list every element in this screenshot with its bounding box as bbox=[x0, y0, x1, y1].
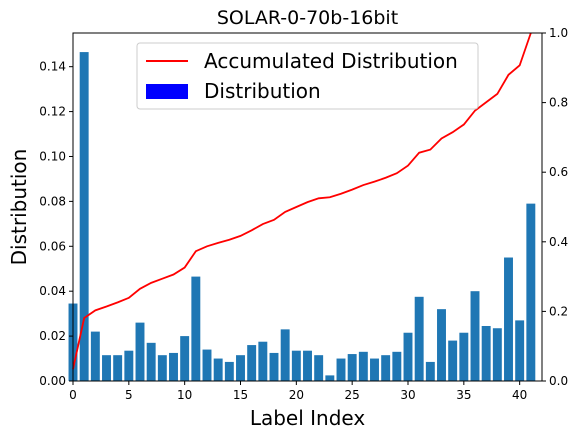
bar bbox=[280, 329, 290, 381]
bar bbox=[213, 358, 223, 381]
bar bbox=[414, 296, 424, 381]
bar bbox=[403, 332, 413, 381]
y2-tick-label: 0.4 bbox=[549, 235, 568, 249]
bar bbox=[169, 352, 178, 381]
y-tick-label: 0.02 bbox=[39, 329, 66, 343]
bar bbox=[492, 328, 502, 381]
bar bbox=[336, 358, 346, 381]
bar bbox=[102, 355, 111, 381]
x-tick-label: 40 bbox=[512, 388, 527, 402]
x-tick-label: 10 bbox=[177, 388, 192, 402]
bar bbox=[258, 341, 268, 381]
bar bbox=[515, 320, 525, 381]
bar bbox=[79, 52, 89, 382]
y-tick-label: 0.14 bbox=[39, 60, 66, 74]
bar bbox=[381, 355, 391, 381]
bar bbox=[113, 355, 123, 381]
bar bbox=[358, 351, 368, 381]
bar bbox=[303, 350, 312, 381]
bar bbox=[504, 257, 513, 381]
bar bbox=[459, 332, 469, 381]
x-axis-title: Label Index bbox=[250, 406, 366, 430]
y-tick-label: 0.10 bbox=[39, 149, 66, 163]
bar bbox=[437, 309, 446, 381]
y2-tick-label: 0.0 bbox=[549, 374, 568, 388]
bar bbox=[481, 325, 491, 381]
x-tick-label: 5 bbox=[125, 388, 133, 402]
legend-label-distribution: Distribution bbox=[204, 79, 321, 103]
bar bbox=[425, 361, 435, 381]
bar bbox=[124, 350, 134, 381]
bar bbox=[291, 350, 301, 381]
bar bbox=[269, 352, 279, 381]
bar bbox=[157, 355, 167, 381]
y2-tick-label: 1.0 bbox=[549, 26, 568, 40]
plot-frame bbox=[72, 32, 543, 382]
bar bbox=[180, 336, 190, 381]
bar bbox=[202, 349, 212, 381]
bar bbox=[526, 203, 536, 381]
x-tick-label: 15 bbox=[233, 388, 248, 402]
y-axis-ticks: 0.00 0.02 0.04 0.06 0.08 0.10 0.12 0.14 bbox=[39, 60, 73, 388]
bar bbox=[448, 340, 458, 381]
legend-box bbox=[136, 42, 479, 110]
x-tick-label: 35 bbox=[456, 388, 471, 402]
legend: Accumulated Distribution Distribution bbox=[136, 42, 479, 110]
x-tick-label: 20 bbox=[289, 388, 304, 402]
bar bbox=[347, 354, 357, 381]
legend-bar-swatch bbox=[146, 84, 188, 99]
y2-tick-label: 0.6 bbox=[549, 165, 568, 179]
bar bbox=[90, 331, 100, 381]
bars-group bbox=[68, 52, 536, 382]
bar bbox=[470, 291, 480, 381]
accumulated-line bbox=[72, 32, 532, 370]
bar bbox=[325, 375, 335, 381]
y-tick-label: 0.00 bbox=[39, 374, 66, 388]
x-tick-label: 30 bbox=[400, 388, 415, 402]
bar bbox=[146, 342, 156, 381]
y2-axis-ticks: 0.0 0.2 0.4 0.6 0.8 1.0 bbox=[542, 26, 568, 388]
chart-title: SOLAR-0-70b-16bit bbox=[217, 7, 398, 29]
bar bbox=[392, 351, 402, 381]
y-tick-label: 0.06 bbox=[39, 239, 66, 253]
bar bbox=[224, 361, 234, 381]
line-group bbox=[72, 32, 532, 370]
bar bbox=[191, 276, 201, 381]
x-tick-label: 25 bbox=[345, 388, 360, 402]
y2-tick-label: 0.2 bbox=[549, 304, 568, 318]
y-axis-title: Distribution bbox=[7, 149, 31, 266]
bar bbox=[236, 355, 245, 381]
bar bbox=[247, 345, 257, 381]
x-tick-label: 0 bbox=[69, 388, 77, 402]
bar bbox=[370, 358, 379, 381]
y-tick-label: 0.12 bbox=[39, 105, 66, 119]
y-tick-label: 0.08 bbox=[39, 194, 66, 208]
legend-label-accumulated: Accumulated Distribution bbox=[204, 49, 458, 73]
x-axis-ticks: 0 5 10 15 20 25 30 35 40 bbox=[69, 381, 527, 402]
bar bbox=[135, 322, 145, 381]
bar bbox=[314, 355, 324, 381]
y-tick-label: 0.04 bbox=[39, 284, 66, 298]
y2-tick-label: 0.8 bbox=[549, 96, 568, 110]
